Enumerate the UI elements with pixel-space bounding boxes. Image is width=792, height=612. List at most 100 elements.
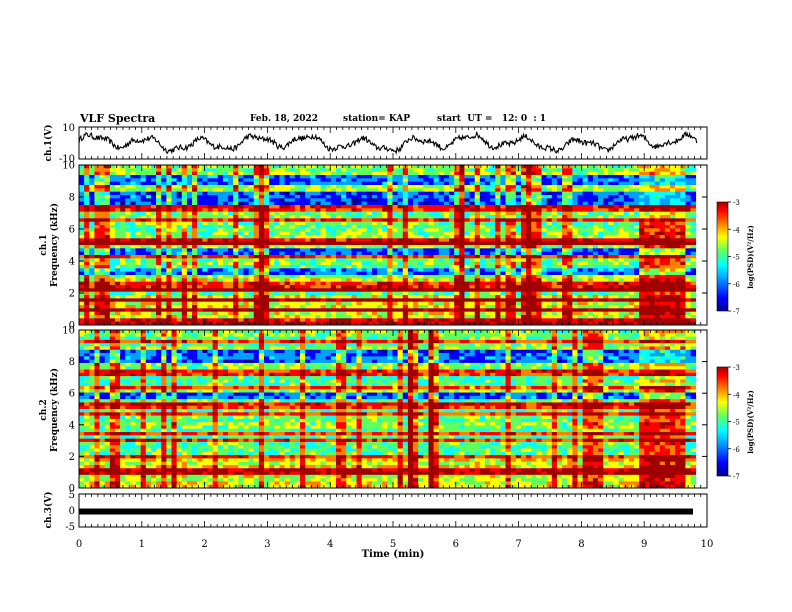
spectrogram-cell [351, 205, 357, 209]
spectrogram-cell [685, 231, 691, 236]
spectrogram-cell [675, 295, 681, 299]
spectrogram-cell [171, 298, 178, 303]
spectrogram-cell [438, 201, 445, 206]
spectrogram-cell [238, 211, 244, 216]
spectrogram-cell [238, 258, 244, 263]
spectrogram-cell [217, 278, 224, 283]
spectrogram-cell [392, 265, 399, 269]
spectrogram-cell [125, 281, 131, 286]
spectrogram-cell [279, 255, 285, 259]
spectrogram-cell [567, 195, 573, 199]
spectrogram-cell [551, 208, 558, 213]
spectrogram-cell [459, 251, 465, 256]
spectrogram-cell [680, 175, 686, 179]
spectrogram-cell [207, 295, 214, 299]
spectrogram-cell [197, 251, 203, 256]
spectrogram-cell [176, 235, 183, 239]
spectrogram-cell [299, 198, 306, 203]
spectrogram-cell [217, 178, 224, 183]
spectrogram-cell [500, 231, 506, 236]
spectrogram-cell [264, 221, 270, 226]
spectrogram-cell [433, 205, 440, 209]
spectrogram-cell [315, 215, 321, 219]
spectrogram-cell [603, 171, 609, 176]
spectrogram-cell [407, 218, 414, 223]
spectrogram-cell [464, 298, 470, 303]
spectrogram-cell [176, 225, 183, 229]
spectrogram-cell [449, 235, 455, 239]
spectrogram-cell [397, 198, 404, 203]
spectrogram-cell [690, 261, 697, 266]
spectrogram-cell [567, 228, 573, 233]
spectrogram-cell [305, 168, 311, 173]
spectrogram-cell [407, 265, 414, 269]
spectrogram-cell [197, 265, 203, 269]
spectrogram-cell [377, 211, 383, 216]
spectrogram-cell [484, 171, 491, 176]
spectrogram-cell [515, 228, 522, 233]
spectrogram-cell [135, 258, 142, 263]
spectrogram-cell [639, 285, 645, 289]
spectrogram-cell [181, 191, 188, 196]
spectrogram-cell [402, 171, 409, 176]
spectrogram-cell [618, 245, 625, 249]
spectrogram-cell [84, 171, 90, 176]
spectrogram-cell [639, 201, 645, 206]
spectrogram-cell [120, 265, 126, 269]
spectrogram-cell [361, 241, 368, 246]
spectrogram-cell [258, 265, 265, 269]
spectrogram-cell [644, 171, 650, 176]
date-label: Feb. 18, 2022 [250, 114, 319, 124]
spectrogram-cell [490, 241, 496, 246]
spectrogram-cell [520, 271, 527, 276]
spectrogram-cell [356, 255, 363, 259]
spectrogram-cell [484, 211, 491, 216]
spectrogram-cell [551, 295, 558, 299]
spectrogram-cell [387, 231, 393, 236]
spectrogram-cell [89, 268, 95, 273]
spectrogram-cell [608, 198, 614, 203]
spectrogram-cell [551, 188, 558, 193]
spectrogram-cell [279, 218, 285, 223]
spectrogram-cell [464, 261, 470, 266]
spectrogram-cell [94, 261, 100, 266]
spectrogram-cell [587, 211, 594, 216]
spectrogram-cell [207, 211, 214, 216]
spectrogram-cell [500, 298, 506, 303]
spectrogram-cell [99, 281, 106, 286]
spectrogram-cell [454, 168, 460, 173]
spectrogram-cell [325, 275, 332, 279]
spectrogram-cell [670, 265, 676, 269]
spectrogram-cell [413, 205, 419, 209]
spectrogram-cell [284, 281, 291, 286]
spectrogram-cell [603, 238, 609, 243]
spectrogram-cell [515, 298, 522, 303]
spectrogram-cell [181, 198, 188, 203]
spectrogram-cell [418, 205, 424, 209]
spectrogram-cell [299, 201, 306, 206]
spectrogram-cell [685, 258, 691, 263]
spectrogram-cell [598, 271, 604, 276]
spectrogram-cell [99, 275, 106, 279]
spectrogram-cell [176, 268, 183, 273]
spectrogram-cell [228, 245, 234, 249]
spectrogram-cell [515, 278, 522, 283]
spectrogram-cell [109, 235, 116, 239]
spectrogram-cell [305, 231, 311, 236]
spectrogram-cell [371, 195, 378, 199]
spectrogram-cell [161, 165, 167, 169]
spectrogram-cell [469, 221, 476, 226]
spectrogram-cell [104, 251, 111, 256]
spectrogram-cell [649, 258, 655, 263]
spectrogram-cell [197, 221, 203, 226]
spectrogram-cell [572, 221, 578, 226]
spectrogram-cell [443, 208, 450, 213]
spectrogram-cell [346, 215, 352, 219]
spectrogram-cell [428, 258, 434, 263]
spectrogram-cell [562, 175, 568, 179]
spectrogram-cell [484, 221, 491, 226]
spectrogram-cell [413, 291, 419, 296]
spectrogram-cell [135, 208, 142, 213]
spectrogram-cell [670, 218, 676, 223]
spectrogram-cell [685, 205, 691, 209]
